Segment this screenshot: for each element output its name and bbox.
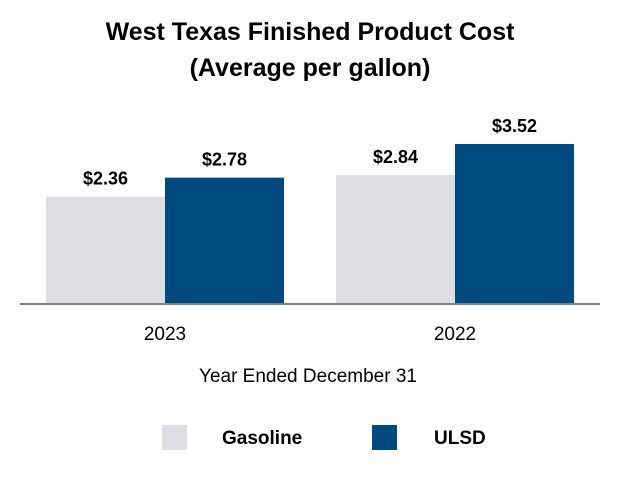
bar-gasoline-2022 bbox=[336, 174, 455, 304]
legend-swatch-ulsd bbox=[372, 425, 397, 450]
chart-title-line-2: (Average per gallon) bbox=[190, 54, 431, 82]
data-label-gasoline-2022: $2.84 bbox=[373, 147, 418, 167]
legend-swatch-gasoline bbox=[162, 425, 187, 450]
plot-area: $2.36 $2.78 2023 $2.84 $3.52 2022 bbox=[46, 116, 574, 345]
bar-ulsd-2023 bbox=[165, 177, 284, 304]
bar-ulsd-2022 bbox=[455, 144, 574, 304]
legend-label-ulsd: ULSD bbox=[434, 428, 486, 449]
data-label-ulsd-2022: $3.52 bbox=[492, 116, 537, 136]
legend-label-gasoline: Gasoline bbox=[222, 428, 302, 449]
data-label-gasoline-2023: $2.36 bbox=[83, 169, 128, 189]
x-tick-label-2023: 2023 bbox=[144, 324, 186, 345]
bar-gasoline-2023 bbox=[46, 196, 165, 304]
legend: Gasoline ULSD bbox=[162, 425, 486, 450]
x-axis-title: Year Ended December 31 bbox=[199, 366, 417, 387]
x-tick-label-2022: 2022 bbox=[434, 324, 476, 345]
chart-title-line-1: West Texas Finished Product Cost bbox=[106, 18, 516, 46]
data-label-ulsd-2023: $2.78 bbox=[202, 150, 247, 170]
